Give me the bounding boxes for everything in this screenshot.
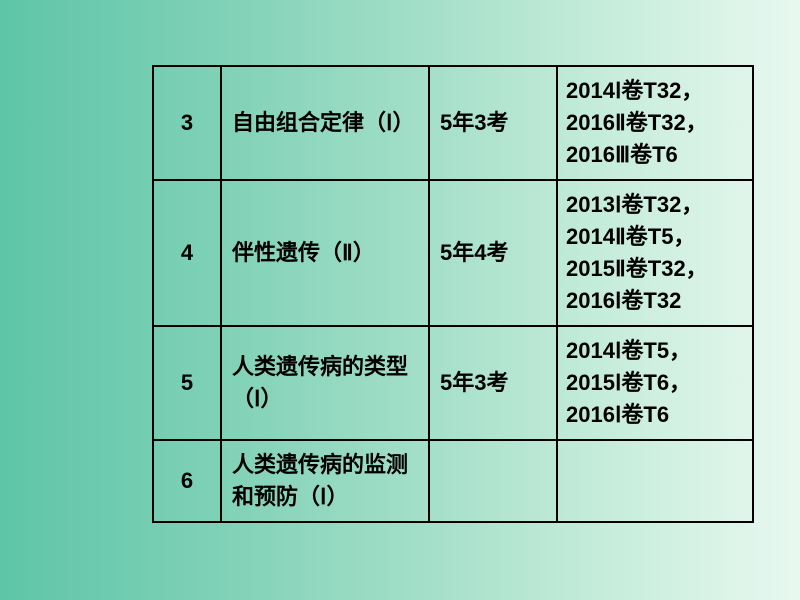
cell-num: 3 [153, 66, 221, 180]
cell-topic: 人类遗传病的监测和预防（Ⅰ） [221, 440, 429, 522]
cell-topic: 伴性遗传（Ⅱ） [221, 180, 429, 326]
cell-refs: 2014Ⅰ卷T5，2015Ⅰ卷T6，2016Ⅰ卷T6 [557, 326, 753, 440]
table-body: 3自由组合定律（Ⅰ）5年3考2014Ⅰ卷T32，2016Ⅱ卷T32，2016Ⅲ卷… [153, 66, 753, 522]
cell-freq [429, 440, 557, 522]
table-row: 3自由组合定律（Ⅰ）5年3考2014Ⅰ卷T32，2016Ⅱ卷T32，2016Ⅲ卷… [153, 66, 753, 180]
table-row: 5人类遗传病的类型（Ⅰ）5年3考2014Ⅰ卷T5，2015Ⅰ卷T6，2016Ⅰ卷… [153, 326, 753, 440]
cell-refs: 2013Ⅰ卷T32，2014Ⅱ卷T5，2015Ⅱ卷T32，2016Ⅰ卷T32 [557, 180, 753, 326]
table-row: 4伴性遗传（Ⅱ）5年4考2013Ⅰ卷T32，2014Ⅱ卷T5，2015Ⅱ卷T32… [153, 180, 753, 326]
exam-topic-table: 3自由组合定律（Ⅰ）5年3考2014Ⅰ卷T32，2016Ⅱ卷T32，2016Ⅲ卷… [152, 65, 754, 523]
cell-freq: 5年3考 [429, 66, 557, 180]
cell-freq: 5年3考 [429, 326, 557, 440]
cell-num: 5 [153, 326, 221, 440]
cell-refs [557, 440, 753, 522]
table-row: 6人类遗传病的监测和预防（Ⅰ） [153, 440, 753, 522]
cell-topic: 人类遗传病的类型（Ⅰ） [221, 326, 429, 440]
cell-freq: 5年4考 [429, 180, 557, 326]
cell-refs: 2014Ⅰ卷T32，2016Ⅱ卷T32，2016Ⅲ卷T6 [557, 66, 753, 180]
cell-num: 6 [153, 440, 221, 522]
cell-num: 4 [153, 180, 221, 326]
cell-topic: 自由组合定律（Ⅰ） [221, 66, 429, 180]
slide-canvas: 3自由组合定律（Ⅰ）5年3考2014Ⅰ卷T32，2016Ⅱ卷T32，2016Ⅲ卷… [0, 0, 800, 600]
